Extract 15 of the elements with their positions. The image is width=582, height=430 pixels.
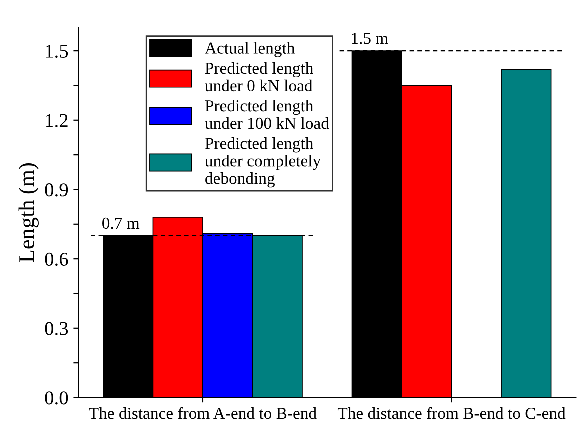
legend-label: Predicted length under 0 kN load bbox=[205, 62, 314, 92]
y-axis-title: Length (m) bbox=[18, 164, 39, 263]
y-tick-label: 1.2 bbox=[46, 114, 68, 128]
ref-line-label: 1.5 m bbox=[352, 33, 388, 44]
legend-label: Actual length bbox=[205, 42, 295, 58]
ref-line-label: 0.7 m bbox=[102, 218, 140, 230]
y-tick-label: 0.9 bbox=[45, 184, 68, 197]
legend-label: Predicted length under completely debonding bbox=[205, 138, 322, 188]
y-tick-label: 0.6 bbox=[45, 252, 68, 266]
legend-label: Predicted length under 100 kN load bbox=[205, 100, 330, 130]
y-tick-label: 0.0 bbox=[45, 392, 68, 405]
x-tick-label: The distance from B-end to C-end bbox=[338, 407, 566, 420]
y-tick-label: 0.3 bbox=[45, 322, 68, 336]
x-tick-label: The distance from A-end to B-end bbox=[89, 407, 317, 420]
y-tick-label: 1.5 bbox=[46, 44, 68, 58]
